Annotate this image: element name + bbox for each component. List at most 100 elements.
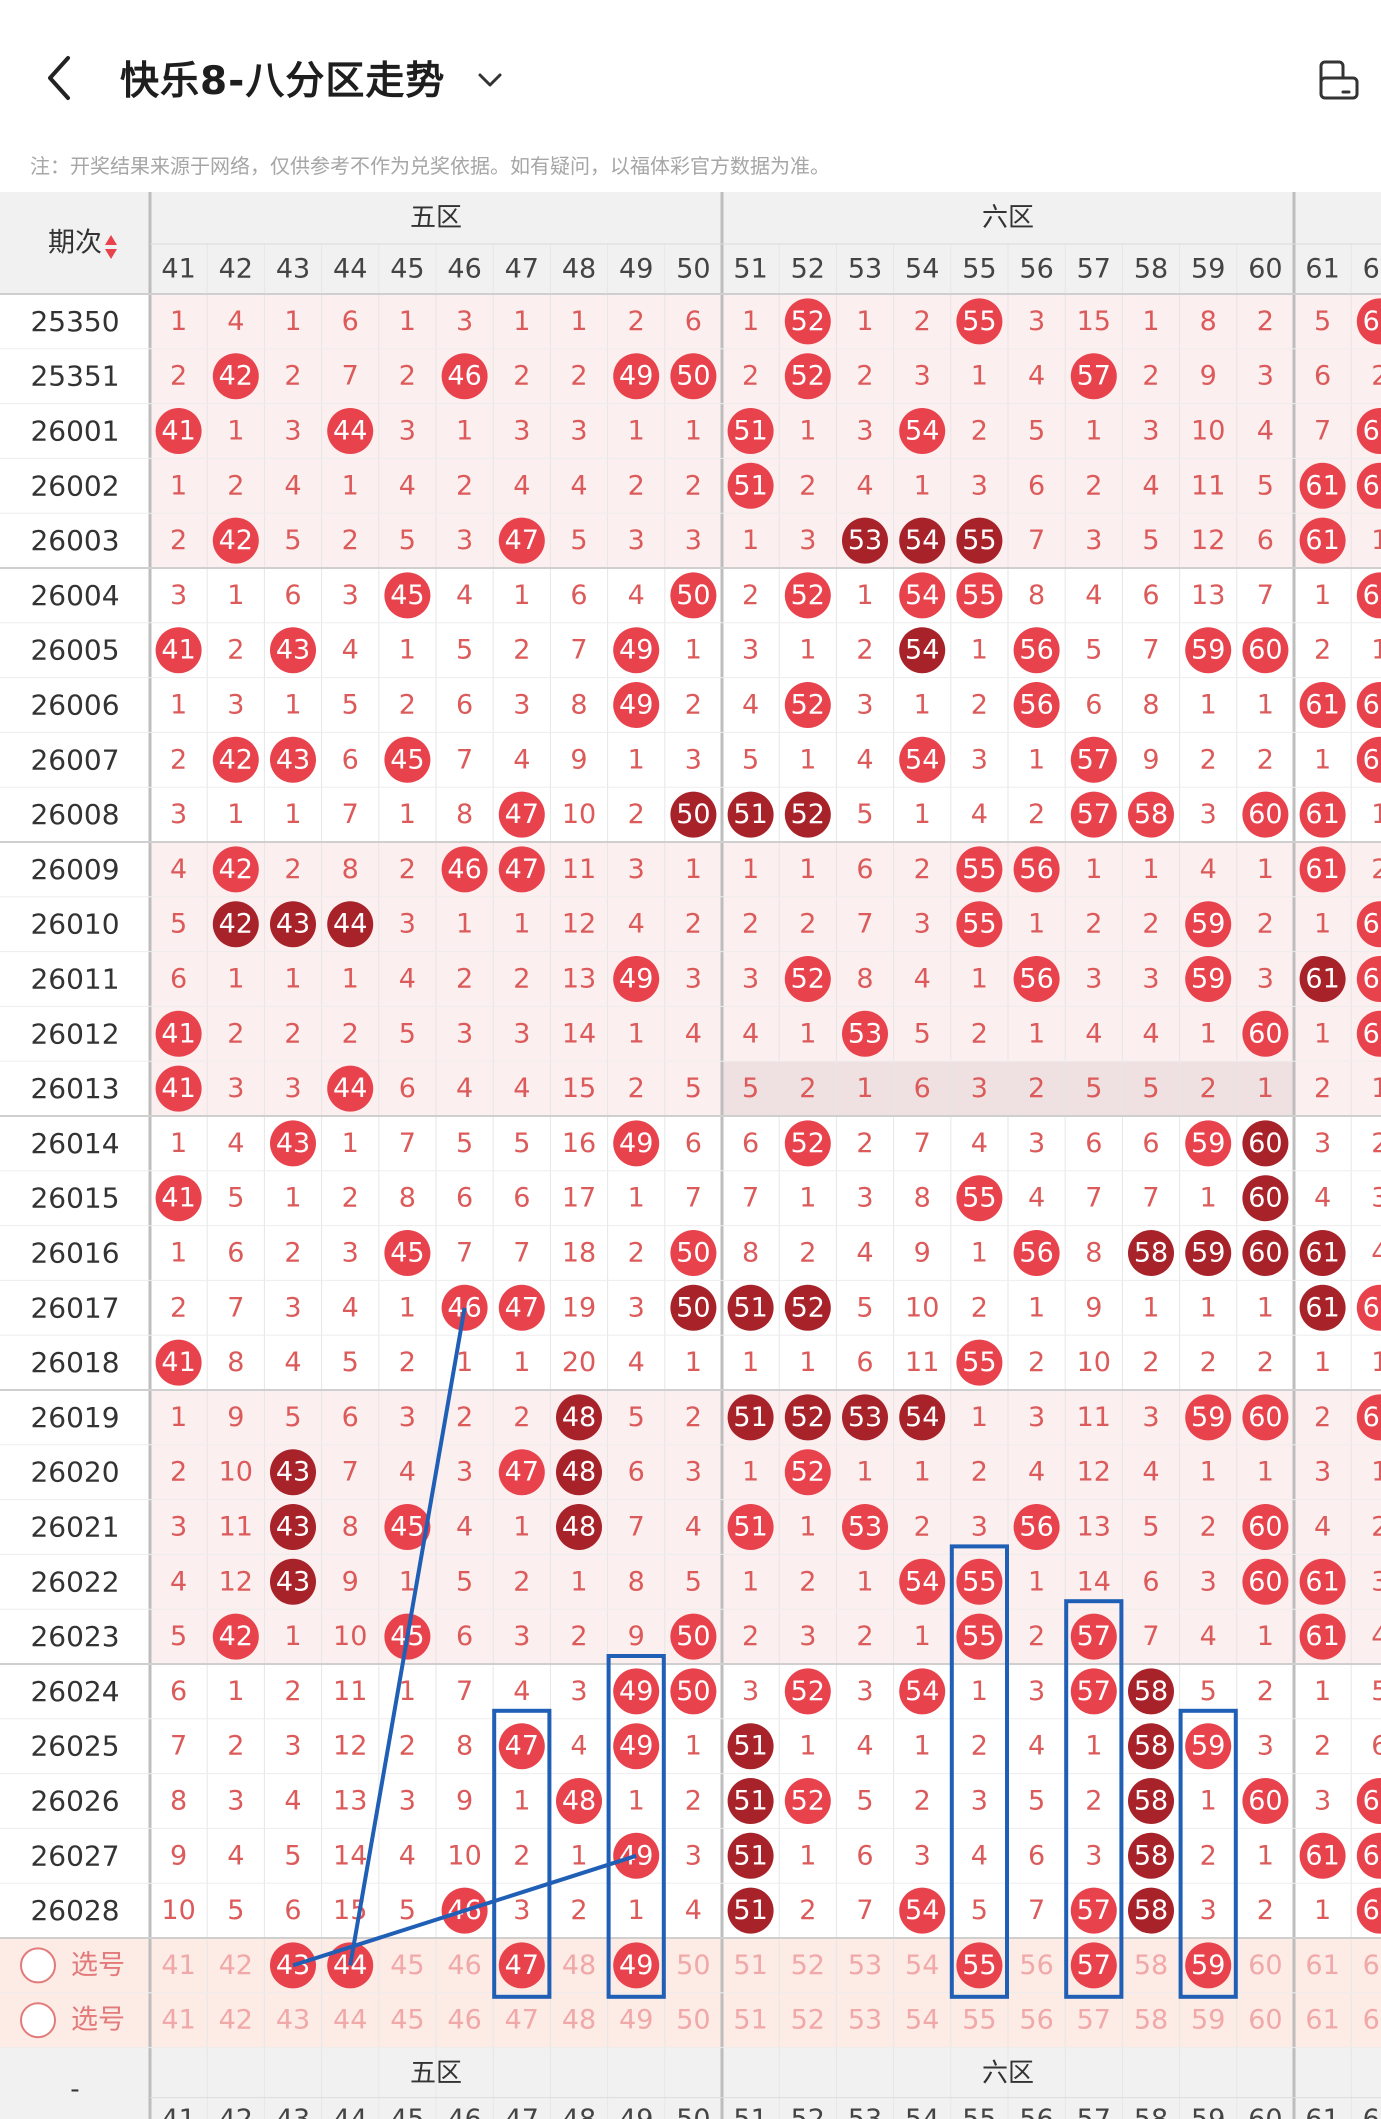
issue-number: 26023 [30,1620,119,1653]
picked-number[interactable]: 57 [1077,1950,1111,1981]
select-number[interactable]: 56 [1019,2005,1053,2036]
miss-count: 2 [914,1786,931,1817]
miss-count: 4 [570,470,587,501]
select-number[interactable]: 61 [1305,2005,1339,2036]
select-number[interactable]: 46 [447,2005,481,2036]
select-number[interactable]: 56 [1019,1950,1053,1981]
ball-number: 54 [905,416,939,447]
ball-number: 56 [1019,1238,1053,1269]
select-number[interactable]: 44 [333,2005,367,2036]
drawn-ball [270,901,316,948]
miss-count: 1 [685,416,702,447]
issue-number: 25351 [30,360,119,393]
drawn-ball [899,408,946,454]
sort-up-icon[interactable] [105,235,117,245]
drawn-ball [784,1449,831,1496]
miss-count: 7 [1028,525,1045,556]
select-number[interactable]: 45 [390,1950,424,1981]
ball-number: 56 [1019,964,1053,995]
row-band [150,294,1381,349]
select-number[interactable]: 53 [848,2005,882,2036]
select-radio[interactable] [20,1947,56,1984]
page-title[interactable]: 快乐8-八分区走势 [120,59,446,104]
miss-count: 3 [513,690,530,721]
issue-header[interactable]: 期次 [48,228,102,259]
back-arrow-icon[interactable] [36,48,86,108]
drawn-ball [1185,1230,1232,1276]
select-number[interactable]: 60 [1248,1950,1282,1981]
picked-number[interactable]: 47 [505,1950,539,1981]
select-number[interactable]: 46 [447,1950,481,1981]
select-number[interactable]: 42 [219,1950,253,1981]
ball-number: 60 [1248,799,1282,830]
select-number[interactable]: 51 [733,1950,767,1981]
select-number[interactable]: 53 [848,1950,882,1981]
miss-count: 4 [1200,1621,1217,1652]
select-number[interactable]: 54 [905,1950,939,1981]
select-number[interactable]: 50 [676,1950,710,1981]
miss-count: 7 [856,909,873,940]
select-number[interactable]: 55 [962,2005,996,2036]
miss-count: 6 [1142,580,1159,611]
select-label[interactable]: 选号 [71,1950,125,1981]
select-number[interactable]: 52 [791,2005,825,2036]
miss-count: 4 [1028,1457,1045,1488]
picked-number[interactable]: 49 [619,1950,653,1981]
select-number[interactable]: 51 [733,2005,767,2036]
select-number[interactable]: 57 [1077,2005,1111,2036]
sort-down-icon[interactable] [105,249,117,259]
select-number[interactable]: 54 [905,2005,939,2036]
picked-number[interactable]: 43 [276,1950,310,1981]
picked-number[interactable]: 59 [1191,1950,1225,1981]
select-number[interactable]: 42 [219,2005,253,2036]
drawn-ball [899,1558,946,1605]
drawn-ball [1356,1832,1381,1879]
miss-count: 1 [1314,580,1331,611]
issue-number: 26007 [30,743,119,776]
miss-count: 1 [742,525,759,556]
miss-count: 1 [685,1347,702,1378]
select-radio[interactable] [20,2002,56,2039]
select-number[interactable]: 52 [791,1950,825,1981]
select-number[interactable]: 58 [1134,1950,1168,1981]
select-number[interactable]: 41 [161,1950,195,1981]
select-number[interactable]: 45 [390,2005,424,2036]
rotate-screen-icon[interactable] [1315,56,1365,104]
drawn-ball [899,572,946,619]
miss-count: 5 [971,1895,988,1926]
select-number[interactable]: 60 [1248,2005,1282,2036]
select-number[interactable]: 59 [1191,2005,1225,2036]
miss-count: 3 [513,1895,530,1926]
miss-count: 1 [1314,1895,1331,1926]
select-number[interactable]: 48 [562,2005,596,2036]
miss-count: 5 [456,1128,473,1159]
miss-count: 2 [1257,909,1274,940]
miss-count: 1 [914,1457,931,1488]
miss-count: 3 [1257,361,1274,392]
picked-number[interactable]: 44 [333,1950,367,1981]
select-number[interactable]: 61 [1305,1950,1339,1981]
ball-number: 54 [905,1676,939,1707]
miss-count: 1 [1085,416,1102,447]
select-number[interactable]: 62 [1363,2005,1381,2036]
select-number[interactable]: 62 [1363,1950,1381,1981]
picked-number[interactable]: 55 [962,1950,996,1981]
miss-count: 9 [914,1238,931,1269]
drawn-ball [1299,956,1346,1002]
miss-count: 3 [856,690,873,721]
miss-count: 2 [1200,1512,1217,1543]
miss-count: 4 [1028,1183,1045,1214]
select-label[interactable]: 选号 [71,2005,125,2036]
select-number[interactable]: 50 [676,2005,710,2036]
miss-count: 2 [799,1238,816,1269]
select-number[interactable]: 41 [161,2005,195,2036]
chevron-down-icon[interactable] [470,60,510,100]
miss-count: 1 [799,416,816,447]
miss-count: 2 [1257,306,1274,337]
select-number[interactable]: 48 [562,1950,596,1981]
select-number[interactable]: 58 [1134,2005,1168,2036]
select-number[interactable]: 47 [505,2005,539,2036]
miss-count: 4 [1142,470,1159,501]
select-number[interactable]: 43 [276,2005,310,2036]
select-number[interactable]: 49 [619,2005,653,2036]
